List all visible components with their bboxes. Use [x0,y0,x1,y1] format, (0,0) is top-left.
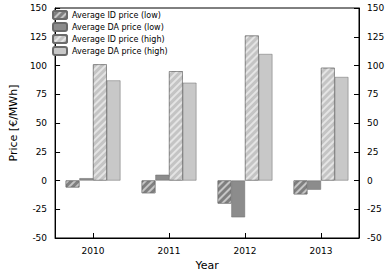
svg-text:Average ID price (low): Average ID price (low) [72,11,161,20]
svg-text:125: 125 [30,32,47,42]
svg-text:-50: -50 [367,233,382,243]
svg-text:Average DA price (low): Average DA price (low) [72,23,164,32]
svg-text:150: 150 [30,3,47,13]
svg-text:2012: 2012 [234,246,257,256]
svg-text:150: 150 [367,3,384,13]
svg-text:Price [€/MWh]: Price [€/MWh] [7,85,20,162]
svg-text:125: 125 [367,32,384,42]
svg-text:0: 0 [41,176,47,186]
svg-text:75: 75 [36,89,47,99]
svg-text:2013: 2013 [310,246,333,256]
svg-text:0: 0 [367,176,373,186]
svg-text:50: 50 [367,118,379,128]
svg-text:2011: 2011 [158,246,181,256]
svg-text:Year: Year [194,259,219,272]
svg-text:25: 25 [367,147,378,157]
svg-text:-25: -25 [32,204,47,214]
svg-text:100: 100 [30,61,47,71]
svg-text:50: 50 [36,118,48,128]
svg-text:-50: -50 [32,233,47,243]
svg-text:25: 25 [36,147,47,157]
svg-text:75: 75 [367,89,378,99]
svg-text:100: 100 [367,61,384,71]
svg-text:-25: -25 [367,204,382,214]
svg-text:Average ID price (high): Average ID price (high) [72,35,165,44]
svg-text:Average DA price (high): Average DA price (high) [72,47,168,56]
svg-text:2010: 2010 [82,246,105,256]
